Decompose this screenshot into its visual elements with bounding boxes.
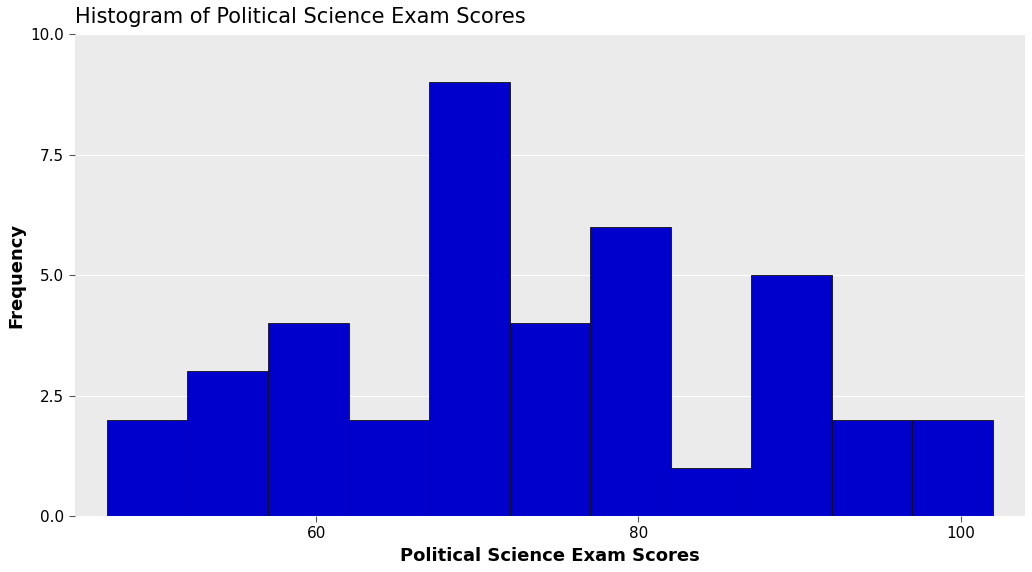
Bar [912, 420, 993, 516]
Y-axis label: Frequency: Frequency [7, 223, 25, 328]
Text: Histogram of Political Science Exam Scores: Histogram of Political Science Exam Scor… [74, 7, 525, 27]
Bar [349, 420, 429, 516]
X-axis label: Political Science Exam Scores: Political Science Exam Scores [400, 547, 700, 565]
Bar [107, 420, 188, 516]
Bar [510, 323, 590, 516]
Bar [268, 323, 349, 516]
Bar [671, 468, 751, 516]
Bar [590, 227, 671, 516]
Bar [188, 371, 268, 516]
Bar [832, 420, 912, 516]
Bar [429, 82, 510, 516]
Bar [751, 275, 832, 516]
